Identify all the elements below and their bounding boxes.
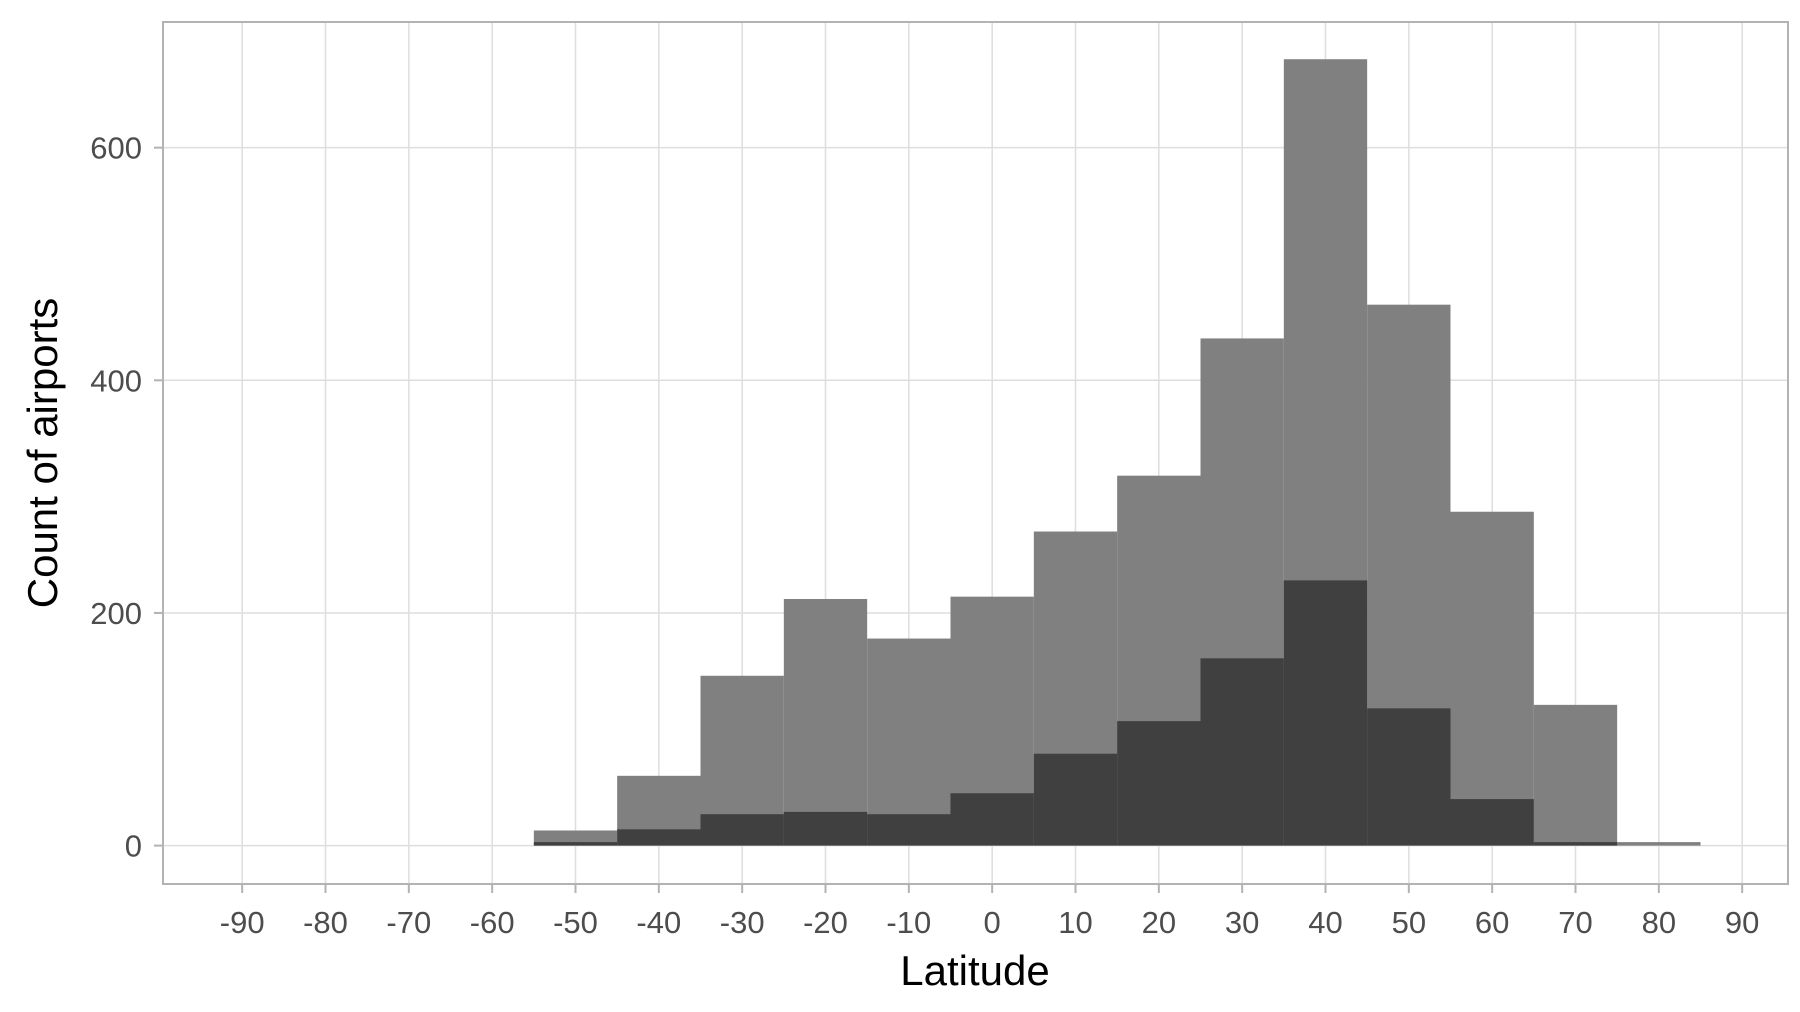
x-axis-label: Latitude (900, 947, 1049, 994)
x-tick-label: 70 (1558, 905, 1592, 940)
x-tick-label: 40 (1308, 905, 1342, 940)
x-axis-ticks: -90 -80 -70 -60 -50 -40 -30 -20 -10 0 10 20 30 40 50 60… (220, 884, 1759, 940)
plot-border (162, 21, 1789, 885)
x-tick-label: 10 (1058, 905, 1092, 940)
x-tick-label: 90 (1725, 905, 1759, 940)
histogram-bar-series-2 (533, 842, 618, 846)
histogram-bar-series-2 (1283, 580, 1368, 846)
histogram-bar-series-1 (1533, 704, 1618, 846)
x-tick-label: 50 (1392, 905, 1426, 940)
x-tick-label: 20 (1142, 905, 1176, 940)
histogram-bar-series-1 (1450, 511, 1534, 846)
histogram-bar-series-2 (1117, 721, 1201, 846)
histogram-bars (533, 59, 1701, 846)
x-tick-label: 60 (1475, 905, 1509, 940)
x-tick-label: 80 (1642, 905, 1676, 940)
histogram-bar-series-1 (533, 830, 618, 846)
histogram-bar-series-2 (700, 814, 784, 846)
x-tick-label: -80 (303, 905, 348, 940)
histogram-bar-series-2 (1533, 842, 1618, 846)
x-tick-label: -40 (636, 905, 681, 940)
y-tick-label: 200 (90, 596, 142, 631)
histogram-bar-series-1 (1617, 842, 1701, 846)
x-tick-label: -10 (886, 905, 931, 940)
x-tick-label: 30 (1225, 905, 1259, 940)
x-tick-label: -50 (553, 905, 598, 940)
histogram-bar-series-2 (1450, 799, 1534, 846)
x-tick-label: -60 (470, 905, 515, 940)
x-tick-label: -30 (720, 905, 765, 940)
histogram-bar-series-2 (1367, 708, 1451, 846)
histogram-bar-series-2 (867, 814, 951, 846)
y-tick-label: 0 (125, 829, 142, 864)
x-tick-label: -20 (803, 905, 848, 940)
histogram-bar-series-2 (950, 793, 1034, 846)
y-tick-label: 600 (90, 131, 142, 166)
histogram-bar-series-1 (867, 638, 951, 846)
histogram-bar-series-2 (617, 829, 701, 846)
y-axis-label: Count of airports (19, 298, 66, 609)
x-tick-label: -90 (220, 905, 265, 940)
histogram-bar-series-1 (783, 598, 868, 846)
x-tick-label: 0 (984, 905, 1001, 940)
histogram-bar-series-2 (1200, 658, 1284, 846)
x-tick-label: -70 (386, 905, 431, 940)
y-tick-label: 400 (90, 363, 142, 398)
histogram-bar-series-2 (783, 811, 868, 846)
y-axis-ticks: 0 200 400 600 (90, 131, 163, 864)
histogram-bar-series-2 (1033, 753, 1118, 846)
